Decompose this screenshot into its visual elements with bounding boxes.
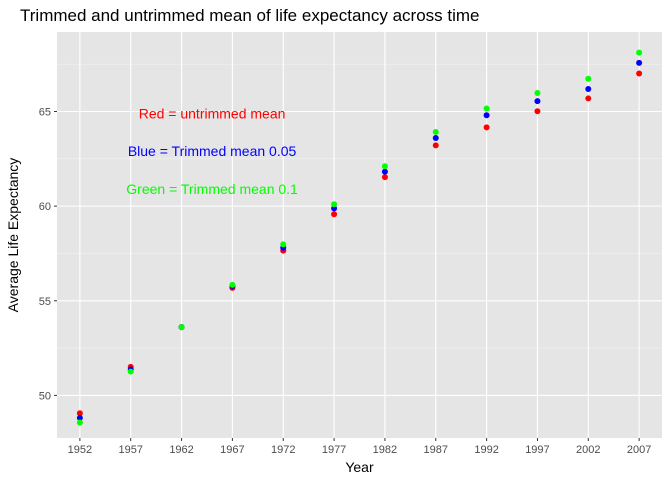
data-point — [636, 59, 643, 66]
data-point — [585, 95, 592, 102]
data-point — [178, 324, 185, 331]
x-tick-label: 1957 — [118, 444, 142, 456]
data-point — [381, 168, 388, 175]
data-point — [331, 211, 338, 218]
data-point — [585, 85, 592, 92]
x-tick-label: 1987 — [424, 444, 448, 456]
data-point — [381, 163, 388, 170]
plot-panel — [57, 32, 662, 438]
x-tick-label: 1982 — [373, 444, 397, 456]
data-point — [127, 368, 134, 375]
data-point — [585, 75, 592, 82]
y-tick-label: 60 — [39, 201, 51, 213]
data-point — [483, 124, 490, 131]
x-tick-label: 1997 — [525, 444, 549, 456]
data-point — [229, 281, 236, 288]
data-point — [534, 108, 541, 115]
data-point — [432, 128, 439, 135]
major-gridlines — [57, 32, 662, 438]
x-tick-label: 1962 — [169, 444, 193, 456]
x-axis-title: Year — [345, 459, 374, 475]
y-axis-title: Average Life Expectancy — [5, 158, 21, 313]
data-point — [636, 70, 643, 77]
x-tick-label: 1972 — [271, 444, 295, 456]
annotation-label: Red = untrimmed mean — [139, 105, 286, 121]
x-tick-label: 2002 — [576, 444, 600, 456]
x-tick-label: 1967 — [220, 444, 244, 456]
annotation-label: Blue = Trimmed mean 0.05 — [128, 143, 297, 159]
y-tick-label: 50 — [39, 390, 51, 402]
data-point — [381, 174, 388, 181]
y-tick-label: 55 — [39, 296, 51, 308]
annotation-label: Green = Trimmed mean 0.1 — [126, 181, 298, 197]
x-tick-label: 1992 — [474, 444, 498, 456]
data-point — [534, 98, 541, 105]
data-point — [483, 105, 490, 112]
annotations: Red = untrimmed mean Blue = Trimmed mean … — [126, 105, 298, 197]
data-point — [331, 205, 338, 212]
x-axis: 1952 1957 1962 1967 1972 1977 1982 1987 1992 1997… — [68, 438, 651, 456]
data-point — [76, 414, 83, 421]
y-tick-label: 65 — [39, 106, 51, 118]
y-axis: 50 55 60 65 — [39, 106, 57, 402]
data-point — [534, 89, 541, 96]
x-tick-label: 1952 — [68, 444, 92, 456]
chart-title: Trimmed and untrimmed mean of life expec… — [20, 6, 480, 25]
data-point — [483, 112, 490, 119]
data-point — [280, 241, 287, 248]
data-point — [331, 201, 338, 208]
data-points — [76, 49, 643, 426]
data-point — [636, 49, 643, 56]
data-point — [432, 142, 439, 149]
data-point — [76, 419, 83, 426]
x-tick-label: 1977 — [322, 444, 346, 456]
minor-gridlines — [57, 63, 662, 349]
data-point — [432, 134, 439, 141]
data-point — [76, 410, 83, 417]
x-tick-label: 2007 — [627, 444, 651, 456]
